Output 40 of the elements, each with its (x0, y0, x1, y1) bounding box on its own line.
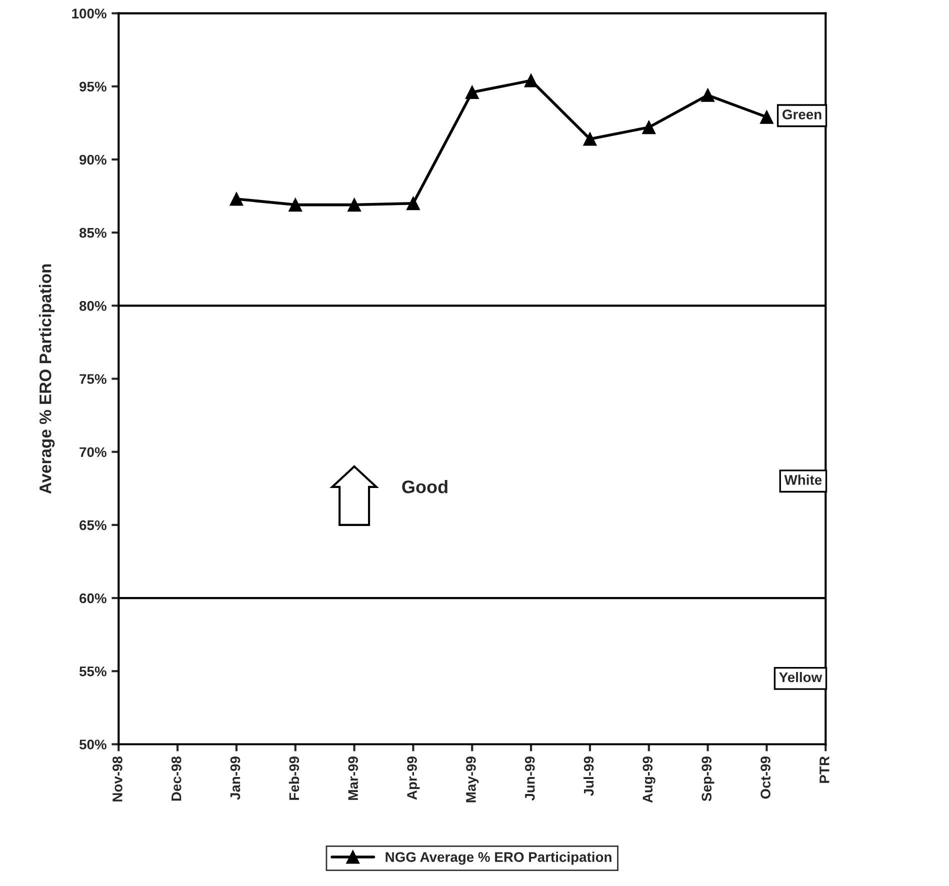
x-tick-label: Apr-99 (407, 756, 420, 800)
point (642, 120, 656, 134)
annotation: Green (782, 110, 822, 120)
x-tick-label: Dec-98 (171, 756, 182, 801)
y-tick-label: 80% (79, 301, 106, 311)
y-tick-label: 70% (80, 447, 106, 458)
point (288, 198, 302, 212)
point (701, 88, 715, 102)
y-tick-label: 100% (72, 8, 106, 18)
y-tick-label: 55% (79, 666, 106, 676)
point (348, 198, 362, 212)
point (524, 74, 538, 88)
x-tick-label: Jun-99 (524, 756, 535, 801)
x-tick-label: Jul-99 (583, 756, 594, 796)
point (583, 132, 597, 146)
point (406, 196, 420, 210)
x-tick-label: PTR (820, 756, 830, 783)
y-axis-title: Average % ERO Participation (39, 264, 55, 494)
x-tick-label: Nov-98 (112, 756, 122, 802)
point (230, 192, 244, 206)
x-tick-label: Feb-99 (288, 756, 300, 800)
annotation: Good (402, 480, 448, 494)
annotation: White (784, 474, 822, 485)
y-tick-label: 75% (80, 374, 106, 384)
y-tick-label: 65% (80, 520, 106, 530)
x-tick-label: Sep-99 (702, 756, 714, 802)
annotation: Yellow (779, 672, 822, 682)
point (760, 110, 774, 124)
legend-label: NGG Average % ERO Participation (386, 852, 612, 865)
x-tick-label: Aug-99 (642, 756, 656, 803)
y-tick-label: 95% (80, 82, 106, 92)
y-tick-label: 60% (80, 593, 106, 604)
x-tick-label: Mar-99 (348, 756, 358, 800)
point (465, 85, 479, 100)
x-tick-label: May-99 (466, 756, 479, 802)
x-tick-label: Oct-99 (760, 756, 770, 799)
y-tick-label: 90% (80, 154, 106, 165)
y-tick-label: 50% (79, 740, 106, 750)
x-tick-label: Jan-99 (230, 756, 240, 800)
y-tick-label: 85% (79, 228, 106, 238)
